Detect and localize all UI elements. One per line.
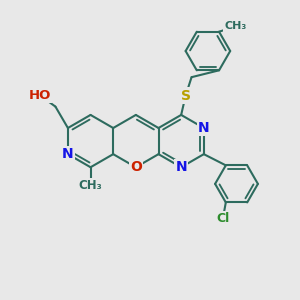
Text: Cl: Cl <box>216 212 230 225</box>
Text: N: N <box>62 147 74 161</box>
Text: O: O <box>130 160 142 174</box>
Text: N: N <box>175 160 187 174</box>
Text: CH₃: CH₃ <box>79 179 102 192</box>
Text: N: N <box>62 147 74 161</box>
Text: CH₃: CH₃ <box>79 179 102 192</box>
Text: O: O <box>130 160 142 174</box>
Text: S: S <box>181 88 190 103</box>
Text: H: H <box>30 89 40 102</box>
Text: S: S <box>181 88 190 103</box>
Text: N: N <box>198 121 210 135</box>
Text: CH₃: CH₃ <box>224 21 247 32</box>
Text: HO: HO <box>29 89 51 102</box>
Text: N: N <box>175 160 187 174</box>
Text: N: N <box>198 121 210 135</box>
Text: HO: HO <box>29 89 51 102</box>
